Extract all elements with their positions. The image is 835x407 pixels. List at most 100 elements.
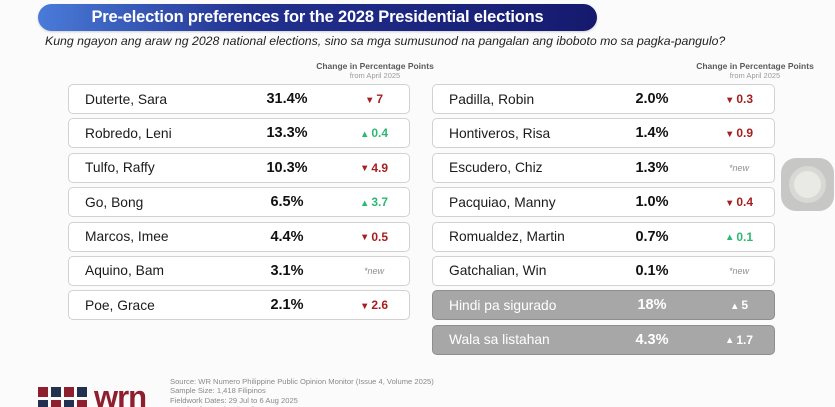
candidate-name: Escudero, Chiz — [449, 160, 543, 176]
candidate-name: Tulfo, Raffy — [85, 160, 155, 176]
triangle-up-icon: ▲ — [729, 300, 740, 312]
source-line: Margin of Error (National): ±3% — [170, 405, 434, 407]
candidate-row: Poe, Grace 2.1% ▼ 2.6 — [68, 290, 410, 321]
candidate-name: Duterte, Sara — [85, 91, 168, 107]
change-indicator: ▲ 0.4 — [359, 126, 389, 141]
left-column: Change in Percentage Points from April 2… — [68, 61, 434, 325]
candidate-share: 31.4% — [266, 91, 308, 107]
change-indicator: ▲ 0.1 — [724, 229, 754, 244]
logo-square — [77, 387, 87, 397]
recording-overlay-button[interactable] — [781, 158, 834, 211]
triangle-down-icon: ▼ — [364, 94, 375, 106]
change-indicator: ▼ 0.4 — [724, 195, 754, 210]
candidate-share: 0.7% — [635, 228, 669, 245]
change-header-line1: Change in Percentage Points — [696, 61, 814, 71]
candidate-share: 1.3% — [635, 159, 669, 176]
candidate-share: 10.3% — [266, 159, 308, 176]
logo-square — [64, 387, 74, 397]
logo-square — [38, 387, 48, 397]
change-header-left: Change in Percentage Points from April 2… — [280, 61, 470, 80]
candidate-row: Romualdez, Martin 0.7% ▲ 0.1 — [432, 221, 775, 252]
triangle-down-icon: ▼ — [359, 300, 370, 312]
candidate-share: 2.1% — [270, 297, 304, 314]
change-indicator: *new — [728, 162, 749, 173]
candidate-share: 2.0% — [635, 91, 669, 107]
source-line: Sample Size: 1,418 Filipinos — [170, 386, 266, 396]
change-header-line1: Change in Percentage Points — [316, 61, 434, 71]
page-title: Pre-election preferences for the 2028 Pr… — [91, 8, 544, 26]
candidate-share: 6.5% — [270, 194, 304, 211]
logo-square — [64, 400, 74, 407]
change-indicator: ▲ 1.7 — [724, 332, 754, 347]
candidate-row: Go, Bong 6.5% ▲ 3.7 — [68, 187, 410, 218]
candidate-name: Hontiveros, Risa — [449, 125, 551, 141]
change-indicator: ▼ 7 — [364, 92, 384, 106]
right-column: Change in Percentage Points from April 2… — [432, 61, 814, 359]
candidate-share: 4.4% — [270, 228, 304, 245]
logo-square — [51, 387, 61, 397]
triangle-up-icon: ▲ — [724, 232, 735, 244]
candidate-share: 3.1% — [270, 262, 304, 279]
triangle-up-icon: ▲ — [724, 335, 735, 347]
triangle-down-icon: ▼ — [359, 232, 370, 244]
candidate-row: Robredo, Leni 13.3% ▲ 0.4 — [68, 118, 410, 149]
change-indicator: *new — [363, 265, 384, 276]
candidate-share: 1.0% — [635, 194, 669, 211]
change-indicator: ▼ 0.5 — [359, 229, 389, 244]
title-banner: Pre-election preferences for the 2028 Pr… — [38, 4, 597, 31]
wrn-logo-squares-icon — [38, 387, 87, 407]
triangle-down-icon: ▼ — [359, 163, 370, 175]
candidate-row: Padilla, Robin 2.0% ▼ 0.3 — [432, 84, 775, 114]
change-indicator: *new — [728, 265, 749, 276]
change-indicator: ▼ 2.6 — [359, 298, 389, 313]
wrn-logo: wrn RESEARCH — [38, 379, 152, 407]
source-line: Fieldwork Dates: 29 Jul to 6 Aug 2025 — [170, 395, 298, 405]
candidate-row: Pacquiao, Manny 1.0% ▼ 0.4 — [432, 187, 775, 218]
survey-question: Kung ngayon ang araw ng 2028 national el… — [45, 34, 726, 48]
candidate-name: Go, Bong — [85, 194, 144, 210]
candidate-row: Duterte, Sara 31.4% ▼ 7 — [68, 84, 410, 114]
candidate-name: Gatchalian, Win — [449, 263, 547, 279]
change-indicator: ▼ 4.9 — [359, 160, 389, 175]
candidate-name: Padilla, Robin — [449, 91, 535, 107]
candidate-share: 0.1% — [635, 262, 669, 279]
right-rows: Padilla, Robin 2.0% ▼ 0.3 Hontiveros, Risa 1.… — [432, 84, 775, 355]
candidate-name: Hindi pa sigurado — [449, 297, 557, 313]
triangle-down-icon: ▼ — [724, 197, 735, 209]
triangle-down-icon: ▼ — [724, 128, 735, 140]
candidate-name: Romualdez, Martin — [449, 229, 565, 245]
triangle-down-icon: ▼ — [724, 94, 735, 106]
candidate-row: Tulfo, Raffy 10.3% ▼ 4.9 — [68, 152, 410, 183]
candidate-row: Aquino, Bam 3.1% *new — [68, 255, 410, 286]
source-notes: Source: WR Numero Philippine Public Opin… — [170, 377, 434, 407]
candidate-share: 4.3% — [635, 331, 669, 348]
summary-row: Hindi pa sigurado 18% ▲ 5 — [432, 290, 775, 321]
change-header-right: Change in Percentage Points from April 2… — [660, 61, 835, 80]
triangle-up-icon: ▲ — [359, 128, 370, 140]
candidate-row: Marcos, Imee 4.4% ▼ 0.5 — [68, 221, 410, 252]
candidate-share: 1.4% — [635, 125, 669, 142]
candidate-row: Escudero, Chiz 1.3% *new — [432, 152, 775, 183]
logo-square — [51, 400, 61, 407]
candidate-row: Gatchalian, Win 0.1% *new — [432, 255, 775, 286]
triangle-up-icon: ▲ — [359, 197, 370, 209]
candidate-name: Robredo, Leni — [85, 125, 172, 141]
source-line: Source: WR Numero Philippine Public Opin… — [170, 377, 434, 386]
summary-row: Wala sa listahan 4.3% ▲ 1.7 — [432, 324, 775, 355]
change-header-line2: from April 2025 — [729, 71, 781, 81]
candidate-name: Aquino, Bam — [85, 263, 164, 279]
candidate-name: Marcos, Imee — [85, 229, 169, 245]
candidate-name: Wala sa listahan — [449, 332, 550, 348]
logo-square — [77, 400, 87, 407]
change-indicator: ▼ 0.3 — [724, 92, 754, 106]
logo-square — [38, 400, 48, 407]
change-indicator: ▼ 0.9 — [724, 126, 754, 141]
candidate-share: 13.3% — [266, 125, 308, 142]
candidate-share: 18% — [637, 297, 667, 314]
record-circle-icon — [794, 171, 821, 198]
wrn-logo-text: wrn — [94, 379, 147, 407]
change-indicator: ▲ 5 — [729, 298, 749, 313]
candidate-name: Poe, Grace — [85, 297, 155, 313]
change-header-line2: from April 2025 — [349, 71, 401, 81]
